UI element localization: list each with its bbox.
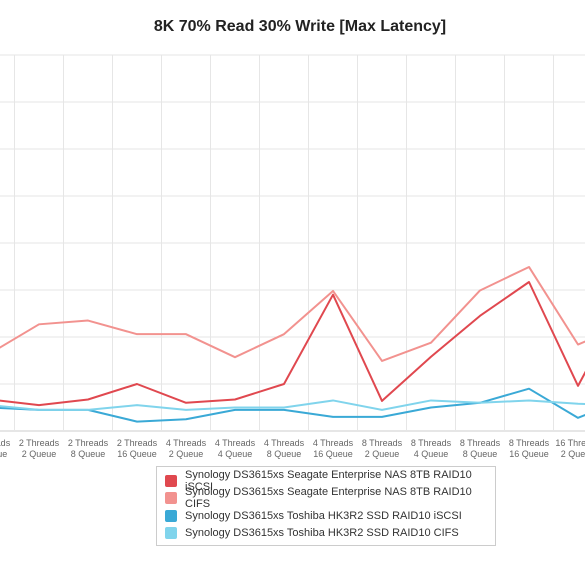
- legend-swatch: [165, 509, 177, 522]
- legend-label: Synology DS3615xs Seagate Enterprise NAS…: [185, 486, 472, 511]
- grid-lines: [0, 54, 585, 432]
- legend-swatch: [165, 474, 177, 487]
- legend: Synology DS3615xs Seagate Enterprise NAS…: [156, 466, 496, 546]
- x-tick-label: 2 Threads 8 Queue: [68, 438, 109, 459]
- series-lines: [0, 265, 585, 423]
- series-line-0[interactable]: [0, 281, 585, 407]
- series-line-2[interactable]: [0, 387, 585, 423]
- legend-item[interactable]: Synology DS3615xs Toshiba HK3R2 SSD RAID…: [165, 525, 487, 543]
- x-tick-label: 8 Threads 4 Queue: [411, 438, 452, 459]
- legend-item[interactable]: Synology DS3615xs Seagate Enterprise NAS…: [165, 486, 487, 510]
- x-tick-label: 4 Threads 16 Queue: [313, 438, 354, 459]
- x-tick-label: 8 Threads 2 Queue: [362, 438, 403, 459]
- x-tick-label: 2 Threads 16 Queue: [117, 438, 158, 459]
- x-tick-label: 4 Threads 4 Queue: [215, 438, 256, 459]
- legend-item[interactable]: Synology DS3615xs Seagate Enterprise NAS…: [165, 468, 487, 493]
- legend-label: Synology DS3615xs Toshiba HK3R2 SSD RAID…: [185, 527, 459, 540]
- legend-label: Synology DS3615xs Seagate Enterprise NAS…: [185, 468, 472, 493]
- x-tick-label: 4 Threads 8 Queue: [264, 438, 305, 459]
- series-line-3[interactable]: [0, 399, 585, 411]
- x-tick-label: 2 Threads 2 Queue: [19, 438, 60, 459]
- legend-item[interactable]: Synology DS3615xs Toshiba HK3R2 SSD RAID…: [165, 507, 487, 525]
- legend-swatch: [165, 527, 177, 540]
- series-line-1[interactable]: [0, 265, 585, 362]
- chart-title: 8K 70% Read 30% Write [Max Latency]: [153, 18, 447, 35]
- legend-label: Synology DS3615xs Toshiba HK3R2 SSD RAID…: [185, 509, 462, 522]
- x-tick-label: 4 Threads 2 Queue: [166, 438, 207, 459]
- x-tick-label: 8 Threads 16 Queue: [509, 438, 550, 459]
- x-tick-label: 8 Threads 8 Queue: [460, 438, 501, 459]
- legend-swatch: [165, 492, 177, 505]
